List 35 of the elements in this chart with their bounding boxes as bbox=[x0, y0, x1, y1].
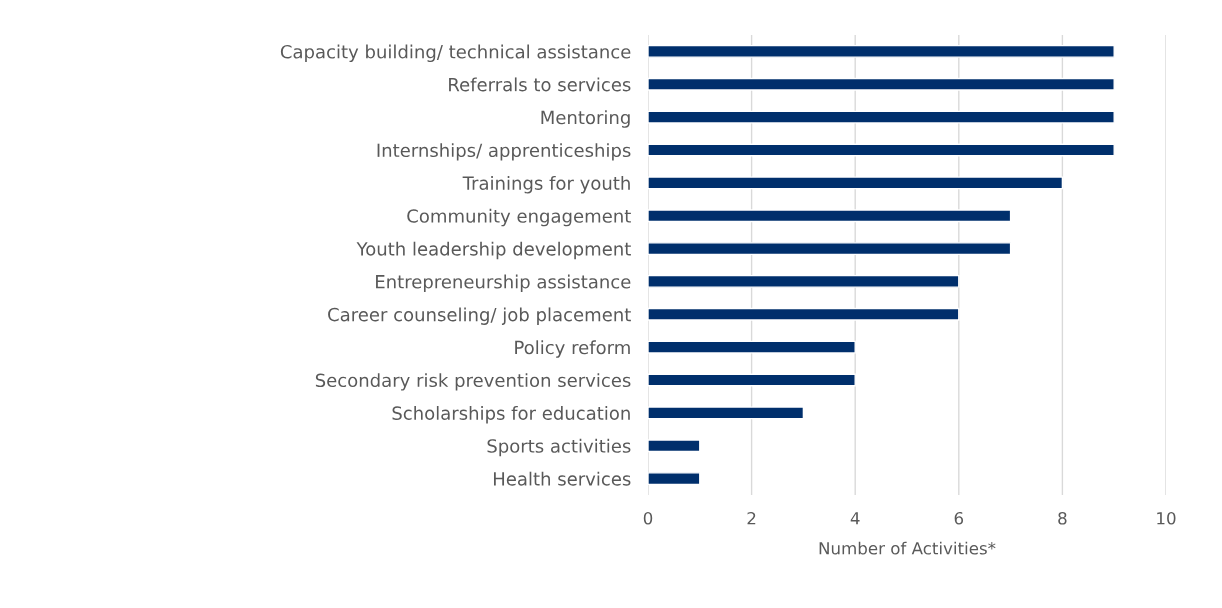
y-tick-label: Mentoring bbox=[541, 110, 630, 128]
x-tick-label: 6 bbox=[954, 511, 964, 525]
y-tick-label: Trainings for youth bbox=[462, 176, 630, 194]
bar bbox=[648, 242, 1012, 256]
y-tick-label: Health services bbox=[493, 471, 631, 486]
bar bbox=[648, 340, 856, 354]
bar bbox=[648, 143, 1115, 157]
bar bbox=[648, 307, 960, 321]
x-tick-label: 4 bbox=[850, 512, 860, 525]
bar bbox=[648, 439, 701, 453]
y-tick-label: Scholarships for education bbox=[392, 406, 630, 424]
bar bbox=[648, 406, 805, 420]
x-axis-title: Number of Activities* bbox=[819, 541, 996, 555]
bar bbox=[648, 472, 701, 486]
bar bbox=[648, 274, 960, 288]
bar bbox=[648, 176, 1064, 190]
bar bbox=[648, 44, 1115, 58]
bar bbox=[648, 77, 1115, 91]
y-tick-label: Entrepreneurship assistance bbox=[376, 274, 631, 293]
x-tick-label: 8 bbox=[1058, 511, 1067, 525]
y-tick-label: Sports activities bbox=[487, 438, 631, 457]
bar bbox=[648, 110, 1115, 124]
y-tick-label: Internships/ apprenticeships bbox=[377, 143, 631, 161]
y-tick-label: Capacity building/ technical assistance bbox=[280, 44, 631, 63]
bar bbox=[648, 209, 1012, 223]
y-tick-label: Referrals to services bbox=[449, 77, 631, 92]
y-tick-label: Policy reform bbox=[515, 340, 630, 358]
y-tick-label: Community engagement bbox=[407, 208, 631, 227]
x-tick-label: 2 bbox=[747, 511, 756, 525]
y-tick-label: Secondary risk prevention services bbox=[315, 373, 631, 391]
y-tick-label: Youth leadership development bbox=[356, 241, 631, 260]
x-tick-label: 0 bbox=[643, 511, 653, 525]
bar bbox=[648, 373, 856, 387]
y-tick-label: Career counseling/ job placement bbox=[328, 307, 631, 325]
x-tick-label: 10 bbox=[1157, 511, 1176, 525]
